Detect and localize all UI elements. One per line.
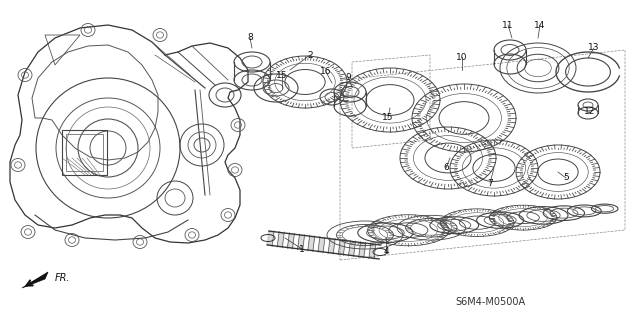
Text: 16: 16	[320, 68, 332, 77]
Text: 4: 4	[383, 248, 389, 256]
Polygon shape	[318, 237, 325, 252]
Text: 11: 11	[502, 20, 514, 29]
Polygon shape	[267, 231, 274, 246]
Polygon shape	[328, 239, 335, 253]
Polygon shape	[22, 272, 48, 288]
Text: 10: 10	[456, 53, 468, 62]
Text: 14: 14	[534, 20, 546, 29]
Polygon shape	[339, 240, 345, 255]
Text: 15: 15	[382, 114, 394, 122]
Text: 1: 1	[299, 244, 305, 254]
Text: 5: 5	[563, 174, 569, 182]
Text: 15: 15	[276, 70, 288, 79]
Polygon shape	[359, 242, 365, 257]
Text: 12: 12	[584, 108, 596, 116]
Text: 13: 13	[588, 43, 600, 53]
Text: FR.: FR.	[55, 273, 70, 283]
Polygon shape	[287, 234, 294, 248]
Text: 2: 2	[307, 50, 313, 60]
Text: 7: 7	[487, 179, 493, 188]
Text: S6M4-M0500A: S6M4-M0500A	[455, 297, 525, 307]
Text: 9: 9	[345, 72, 351, 81]
Text: 8: 8	[247, 33, 253, 42]
Polygon shape	[369, 244, 376, 258]
Polygon shape	[277, 232, 284, 247]
Polygon shape	[349, 241, 355, 256]
Text: 6: 6	[443, 164, 449, 173]
Polygon shape	[308, 236, 315, 251]
Polygon shape	[298, 235, 305, 249]
